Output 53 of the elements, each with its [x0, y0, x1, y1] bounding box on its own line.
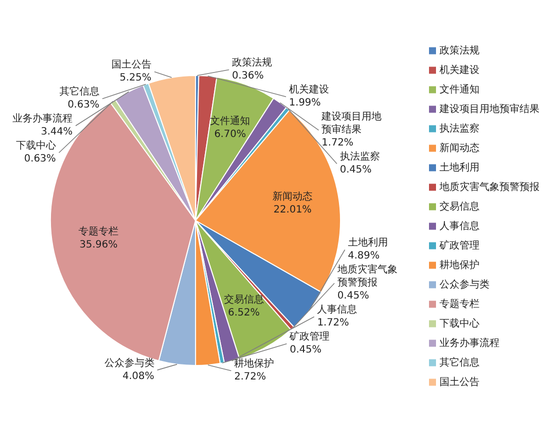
- data-label: 4.08%: [122, 371, 154, 382]
- slice-label: 地质灾害气象 预警预报: [336, 264, 398, 289]
- data-label: 5.25%: [120, 72, 152, 84]
- slice-label: 矿政管理: [288, 330, 330, 343]
- legend-label: 政策法规: [440, 44, 480, 56]
- slice-label: 新闻动态: [272, 190, 313, 202]
- legend-label: 执法监察: [440, 122, 480, 134]
- data-label: 1.72%: [317, 318, 349, 329]
- data-label: 3.44%: [40, 126, 73, 138]
- legend-label: 公众参与类: [440, 278, 490, 290]
- data-label: 0.45%: [340, 164, 372, 176]
- data-label: 2.72%: [234, 372, 266, 383]
- legend-label: 业务办事流程: [440, 336, 500, 349]
- slice-label: 人事信息: [317, 304, 358, 316]
- legend-label: 土地利用: [440, 161, 480, 174]
- legend-label: 矿政管理: [438, 239, 480, 252]
- legend-label: 其它信息: [440, 356, 480, 368]
- slice-label: 执法监察: [340, 150, 380, 163]
- legend-label: 机关建设: [440, 64, 480, 76]
- data-label: 0.45%: [290, 344, 322, 356]
- data-label: 1.99%: [289, 98, 321, 109]
- legend-label: 人事信息: [440, 220, 480, 232]
- legend-label: 建设项目用地预审结果: [438, 102, 540, 115]
- slice-label: 业务办事流程: [12, 112, 73, 125]
- slice-label: 土地利用: [348, 236, 388, 249]
- legend-label: 新闻动态: [440, 142, 480, 154]
- slice-label: 耕地保护: [234, 358, 274, 370]
- slice-label: 其它信息: [59, 86, 100, 98]
- legend-label: 专题专栏: [440, 298, 480, 310]
- data-label: 35.96%: [80, 240, 118, 251]
- data-label: 1.72%: [322, 138, 354, 149]
- legend-label: 地质灾害气象预警预报: [438, 180, 540, 193]
- slice-label: 国土公告: [111, 58, 152, 71]
- data-label: 22.01%: [274, 204, 312, 216]
- slice-label: 专题专栏: [78, 226, 119, 238]
- slice-label: 下载中心: [16, 140, 56, 152]
- slice-label: 政策法规: [232, 56, 272, 69]
- data-label: 0.63%: [68, 100, 100, 111]
- data-label: 4.89%: [348, 250, 380, 262]
- data-label: 0.45%: [337, 290, 370, 302]
- slice-label: 建设项目用地 预审结果: [320, 110, 382, 136]
- data-label: 6.70%: [214, 129, 246, 140]
- data-label: 6.52%: [228, 307, 260, 318]
- legend-label: 交易信息: [440, 200, 480, 212]
- slice-label: 公众参与类: [104, 357, 154, 370]
- data-label: 0.63%: [24, 154, 56, 165]
- legend-label: 国土公告: [440, 376, 480, 388]
- legend-label: 下载中心: [440, 317, 480, 330]
- legend-label: 耕地保护: [440, 258, 480, 271]
- legend-label: 文件通知: [440, 83, 480, 96]
- data-label: 0.36%: [232, 70, 264, 82]
- slice-label: 交易信息: [224, 293, 264, 306]
- slice-label: 机关建设: [289, 84, 330, 96]
